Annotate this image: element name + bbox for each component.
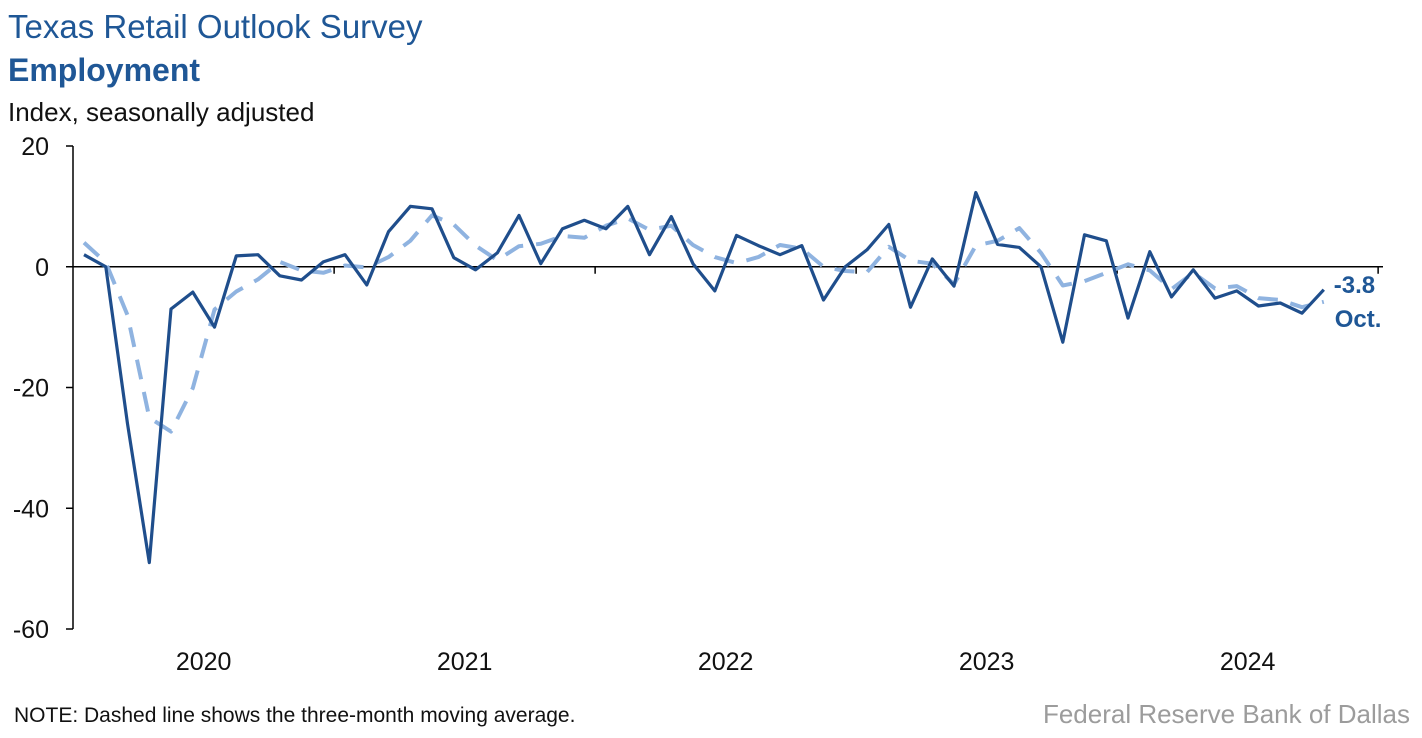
y-tick-label: 20 bbox=[21, 133, 49, 161]
x-tick-label: 2020 bbox=[176, 648, 232, 676]
last-value-label: -3.8 bbox=[1334, 272, 1375, 299]
moving-average-line bbox=[82, 213, 1325, 434]
footnote: NOTE: Dashed line shows the three-month … bbox=[14, 704, 576, 727]
x-tick-label: 2022 bbox=[698, 648, 754, 676]
y-tick-label: -60 bbox=[13, 616, 49, 644]
series-layer bbox=[82, 190, 1325, 565]
y-tick-label: -20 bbox=[13, 375, 49, 403]
x-tick-label: 2024 bbox=[1220, 648, 1276, 676]
y-axis-label: Index, seasonally adjusted bbox=[8, 97, 315, 127]
y-tick-label: 0 bbox=[35, 254, 49, 282]
employment-index-line bbox=[83, 190, 1325, 565]
chart-title: Texas Retail Outlook Survey bbox=[8, 8, 423, 45]
chart-subtitle: Employment bbox=[8, 52, 201, 88]
x-tick-label: 2023 bbox=[959, 648, 1015, 676]
y-tick-label: -40 bbox=[13, 495, 49, 523]
source-credit: Federal Reserve Bank of Dallas bbox=[1042, 699, 1410, 729]
labels-layer: -3.8 Oct. bbox=[1334, 272, 1382, 333]
last-period-label: Oct. bbox=[1335, 306, 1382, 333]
axes: 20 0 -20 -40 -60 2020 2021 2022 2023 2024 bbox=[13, 133, 1383, 676]
x-tick-label: 2021 bbox=[437, 648, 493, 676]
